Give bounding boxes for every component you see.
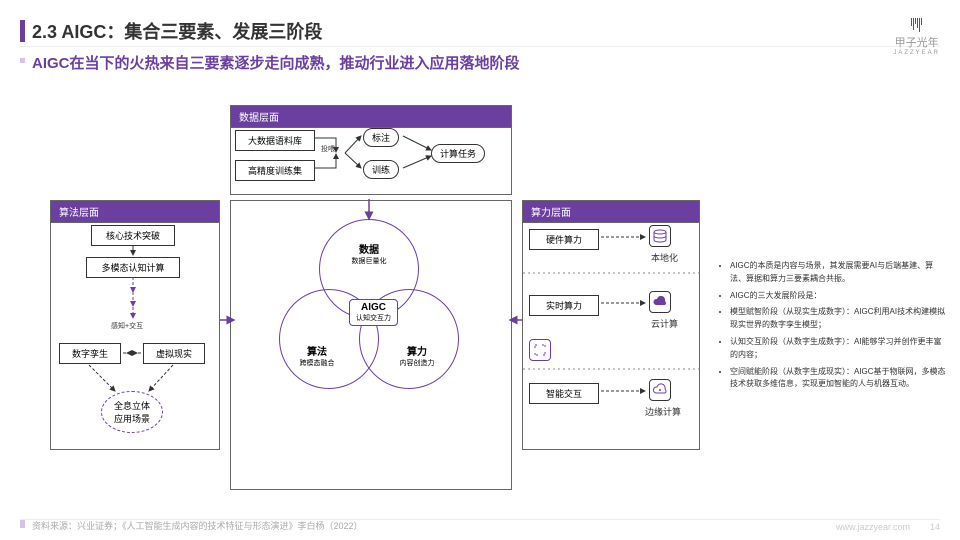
divider — [20, 46, 940, 47]
panel-power: 算力层面 硬件算力 本地化 实时算力 云计算 智能交互 边缘计算 — [522, 200, 700, 450]
bullet-list: AIGC的本质是内容与场景，其发展需要AI与后端基建、算法、算据和算力三要素耦合… — [718, 260, 948, 395]
label-local: 本地化 — [651, 251, 678, 264]
slide-title: 2.3 AIGC：集合三要素、发展三阶段 — [32, 18, 322, 44]
footer-source: 资料来源：兴业证券；《人工智能生成内容的技术特征与形态演进》李白杨（2022） — [32, 519, 363, 532]
slide-subtitle: AIGC在当下的火热来自三要素逐步走向成熟，推动行业进入应用落地阶段 — [32, 52, 520, 73]
box-interact: 智能交互 — [529, 383, 599, 404]
venn-center-badge: AIGC 认知交互力 — [349, 299, 398, 326]
box-tech-break: 核心技术突破 — [91, 225, 175, 246]
panel-data: 数据层面 大数据语料库 高精度训练集 标注 训练 计算任务 投喂 — [230, 105, 512, 195]
bullet-item: AIGC的本质是内容与场景，其发展需要AI与后端基建、算法、算据和算力三要素耦合… — [730, 260, 948, 286]
bullet-item: 空间赋能阶段（从数字生成现实）：AIGC基于物联网，多模态技术获取多维信息，实现… — [730, 366, 948, 392]
circle-holo: 全息立体 应用场景 — [101, 391, 163, 433]
venn-right-label: 算力内容创造力 — [391, 343, 443, 368]
label-perceive: 感知+交互 — [111, 321, 143, 331]
label-edge: 边缘计算 — [645, 405, 681, 418]
pill-label: 标注 — [363, 128, 399, 147]
panel-algo: 算法层面 核心技术突破 多模态认知计算 感知+交互 数字孪生 虚拟现实 全息立体… — [50, 200, 220, 450]
cloud-icon — [649, 291, 671, 313]
panel-power-header: 算力层面 — [523, 201, 699, 223]
label-cloud: 云计算 — [651, 317, 678, 330]
brain-icon — [649, 379, 671, 401]
page-number: 14 — [930, 522, 940, 532]
panel-center: 数据数据巨量化 算法跨模态融合 算力内容创造力 AIGC 认知交互力 — [230, 200, 512, 490]
db-icon — [649, 225, 671, 247]
panel-algo-header: 算法层面 — [51, 201, 219, 223]
box-twin: 数字孪生 — [59, 343, 121, 364]
pill-compute: 计算任务 — [431, 144, 485, 163]
footer-url: www.jazzyear.com — [836, 522, 910, 532]
box-trainset: 高精度训练集 — [235, 160, 315, 181]
box-hw: 硬件算力 — [529, 229, 599, 250]
box-vr: 虚拟现实 — [143, 343, 205, 364]
footer-accent — [20, 520, 25, 528]
venn-top-label: 数据数据巨量化 — [343, 241, 395, 266]
brand-logo: 甲子光年 JAZZYEAR — [893, 18, 940, 56]
arrow-label-feed: 投喂 — [321, 144, 335, 154]
expand-icon — [529, 339, 551, 361]
sub-accent — [20, 58, 25, 63]
box-rt: 实时算力 — [529, 295, 599, 316]
panel-data-header: 数据层面 — [231, 106, 511, 128]
bullet-item: 认知交互阶段（从数字生成数字）：AI能够学习并创作更丰富的内容； — [730, 336, 948, 362]
bullet-item: 模型赋智阶段（从现实生成数字）：AIGC利用AI技术构建模拟现实世界的数字孪生模… — [730, 306, 948, 332]
box-corpus: 大数据语料库 — [235, 130, 315, 151]
venn-left-label: 算法跨模态融合 — [291, 343, 343, 368]
pill-train: 训练 — [363, 160, 399, 179]
box-multimodal: 多模态认知计算 — [86, 257, 180, 278]
accent-bar — [20, 20, 25, 42]
bullet-item: AIGC的三大发展阶段是： — [730, 290, 948, 303]
